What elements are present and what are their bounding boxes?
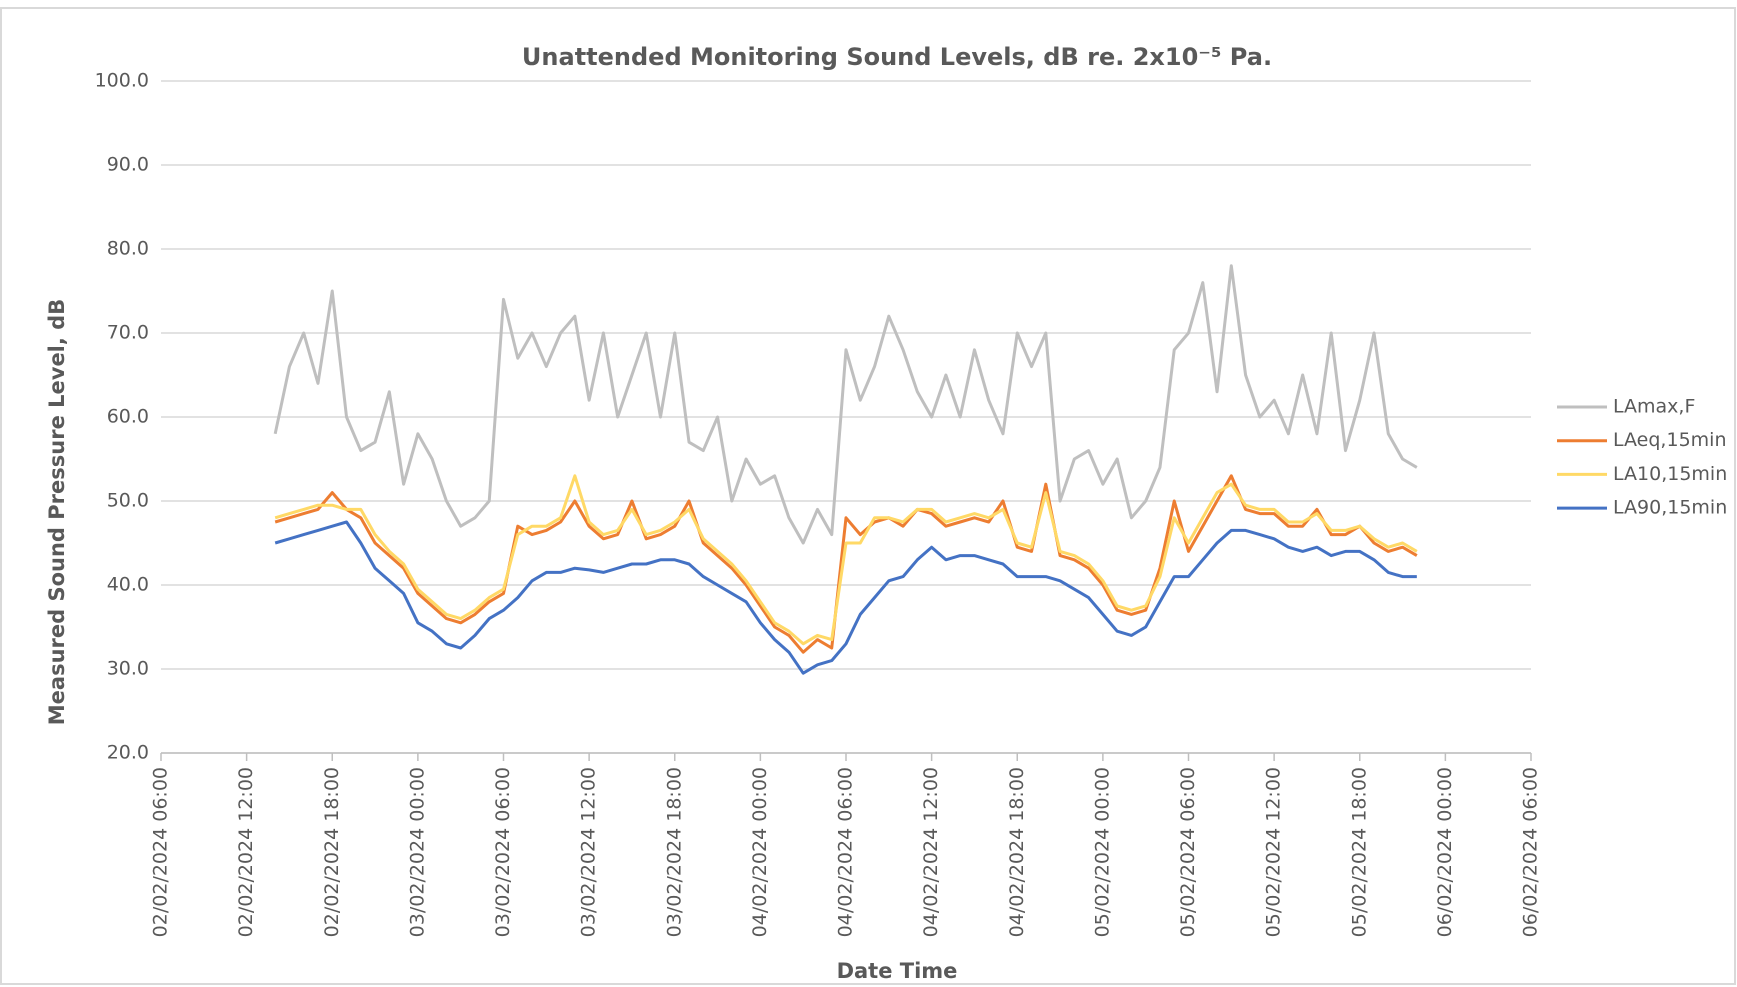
x-axis-title: Date Time	[837, 959, 958, 983]
legend-label: LAmax,F	[1613, 396, 1695, 418]
y-axis-title: Measured Sound Pressure Level, dB	[45, 299, 69, 725]
legend-label: LA10,15min	[1613, 463, 1727, 485]
x-tick-label: 03/02/2024 12:00	[578, 767, 600, 937]
x-tick-label: 03/02/2024 18:00	[663, 767, 685, 937]
x-tick-label: 03/02/2024 06:00	[492, 767, 514, 937]
x-tick-label: 04/02/2024 00:00	[749, 767, 771, 937]
y-tick-label: 80.0	[107, 238, 149, 260]
y-tick-label: 50.0	[107, 490, 149, 512]
y-tick-label: 70.0	[107, 322, 149, 344]
x-tick-label: 06/02/2024 06:00	[1520, 767, 1542, 937]
x-tick-label: 04/02/2024 18:00	[1006, 767, 1028, 937]
x-tick-label: 04/02/2024 06:00	[835, 767, 857, 937]
x-tick-label: 03/02/2024 00:00	[406, 767, 428, 937]
x-tick-label: 05/02/2024 18:00	[1348, 767, 1370, 937]
x-tick-label: 05/02/2024 06:00	[1177, 767, 1199, 937]
series-line	[274, 474, 1418, 646]
series-line	[273, 264, 1418, 545]
y-tick-label: 60.0	[107, 406, 149, 428]
y-tick-label: 100.0	[95, 70, 149, 92]
x-tick-label: 04/02/2024 12:00	[920, 767, 942, 937]
y-tick-label: 20.0	[107, 742, 149, 764]
x-tick-label: 05/02/2024 12:00	[1263, 767, 1285, 937]
x-tick-label: 05/02/2024 00:00	[1091, 767, 1113, 937]
legend-label: LA90,15min	[1613, 497, 1727, 519]
series-line	[274, 520, 1417, 675]
series-line	[274, 474, 1418, 654]
y-tick-label: 30.0	[107, 658, 149, 680]
legend-label: LAeq,15min	[1613, 429, 1726, 451]
x-tick-label: 06/02/2024 00:00	[1434, 767, 1456, 937]
x-tick-label: 02/02/2024 18:00	[321, 767, 343, 937]
chart-title: Unattended Monitoring Sound Levels, dB r…	[522, 43, 1272, 71]
y-tick-label: 90.0	[107, 154, 149, 176]
x-tick-label: 02/02/2024 12:00	[235, 767, 257, 937]
chart-border	[0, 7, 1736, 985]
y-tick-label: 40.0	[107, 574, 149, 596]
x-tick-label: 02/02/2024 06:00	[150, 767, 172, 937]
